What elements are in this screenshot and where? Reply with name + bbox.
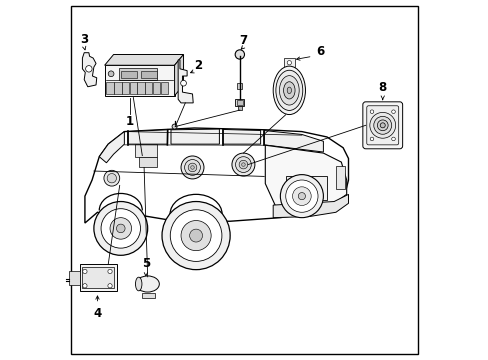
Bar <box>284 58 294 67</box>
Circle shape <box>82 269 87 274</box>
Circle shape <box>380 123 385 128</box>
Circle shape <box>373 116 391 134</box>
Ellipse shape <box>273 66 305 114</box>
Circle shape <box>391 137 394 141</box>
Circle shape <box>188 163 196 172</box>
Circle shape <box>108 269 112 274</box>
Circle shape <box>104 170 120 186</box>
Polygon shape <box>104 54 183 65</box>
Bar <box>145 82 152 94</box>
Circle shape <box>369 137 373 141</box>
Bar <box>82 267 114 288</box>
Circle shape <box>391 110 394 113</box>
Polygon shape <box>85 128 348 223</box>
Ellipse shape <box>286 87 291 94</box>
Text: 2: 2 <box>193 59 202 72</box>
Text: 8: 8 <box>378 81 386 94</box>
Circle shape <box>235 50 244 59</box>
Bar <box>153 82 160 94</box>
Ellipse shape <box>135 277 142 291</box>
Polygon shape <box>174 54 183 96</box>
Bar <box>236 100 243 105</box>
Circle shape <box>181 156 203 179</box>
Circle shape <box>82 284 87 288</box>
Circle shape <box>189 229 202 242</box>
Bar <box>119 68 157 80</box>
Bar <box>237 106 242 110</box>
Ellipse shape <box>279 76 299 105</box>
Polygon shape <box>142 293 155 298</box>
Polygon shape <box>82 53 97 87</box>
Bar <box>137 82 144 94</box>
Circle shape <box>190 166 194 169</box>
Circle shape <box>286 60 291 65</box>
Circle shape <box>285 180 317 212</box>
Bar <box>129 82 137 94</box>
FancyBboxPatch shape <box>366 106 398 145</box>
Bar <box>335 166 344 189</box>
Circle shape <box>235 157 251 172</box>
Bar <box>285 176 326 200</box>
Circle shape <box>110 218 131 239</box>
Bar <box>235 99 244 107</box>
Text: 3: 3 <box>81 32 88 45</box>
Circle shape <box>280 175 323 218</box>
Circle shape <box>108 71 114 77</box>
Text: 5: 5 <box>142 257 150 270</box>
Bar <box>237 83 242 89</box>
Circle shape <box>85 66 92 72</box>
Circle shape <box>108 284 112 288</box>
Text: 6: 6 <box>316 45 324 58</box>
Bar <box>106 82 114 94</box>
Circle shape <box>239 160 247 169</box>
Ellipse shape <box>275 70 302 111</box>
Circle shape <box>94 202 147 255</box>
Ellipse shape <box>136 276 159 292</box>
Bar <box>104 65 174 96</box>
Text: 4: 4 <box>93 307 102 320</box>
Circle shape <box>369 112 395 138</box>
Circle shape <box>180 80 186 86</box>
Polygon shape <box>265 145 346 217</box>
Bar <box>114 82 122 94</box>
Polygon shape <box>99 132 124 163</box>
Circle shape <box>369 110 373 113</box>
Polygon shape <box>178 60 193 103</box>
Polygon shape <box>223 130 260 144</box>
Circle shape <box>107 174 116 183</box>
Circle shape <box>170 210 222 261</box>
Circle shape <box>116 224 125 233</box>
Polygon shape <box>264 131 323 152</box>
Circle shape <box>292 187 310 206</box>
Polygon shape <box>128 130 167 144</box>
Bar <box>69 271 80 285</box>
Circle shape <box>377 120 387 131</box>
Circle shape <box>241 163 244 166</box>
Bar <box>80 264 117 291</box>
Circle shape <box>298 193 305 200</box>
Ellipse shape <box>283 82 294 99</box>
Circle shape <box>101 209 140 248</box>
Polygon shape <box>273 194 348 218</box>
Circle shape <box>181 221 211 251</box>
Bar <box>135 144 156 157</box>
Bar <box>160 82 167 94</box>
Bar <box>122 82 129 94</box>
Circle shape <box>162 202 230 270</box>
Bar <box>121 71 137 78</box>
Bar <box>140 71 156 78</box>
Circle shape <box>184 159 200 175</box>
Text: 7: 7 <box>239 34 247 47</box>
FancyBboxPatch shape <box>362 102 402 149</box>
Bar <box>139 157 156 167</box>
Polygon shape <box>171 129 219 144</box>
Circle shape <box>172 124 177 129</box>
Circle shape <box>231 153 254 176</box>
Text: 1: 1 <box>125 116 134 129</box>
